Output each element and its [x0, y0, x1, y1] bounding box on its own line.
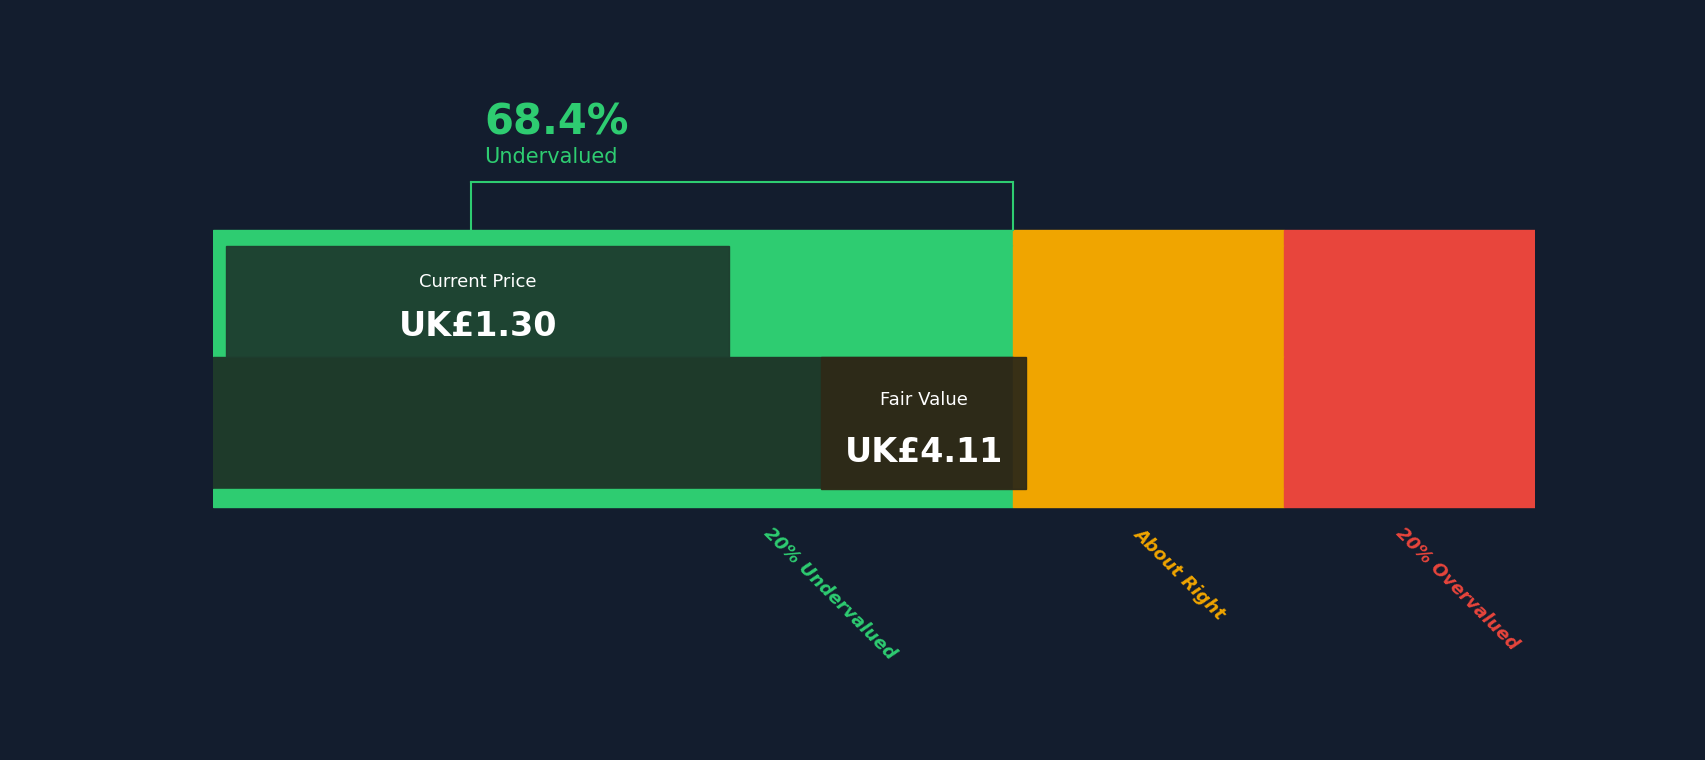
Bar	[1284, 489, 1534, 507]
Text: 68.4%: 68.4%	[484, 102, 629, 144]
Text: Undervalued: Undervalued	[484, 147, 617, 167]
Text: UK£1.30: UK£1.30	[399, 310, 556, 343]
Bar	[1013, 489, 1284, 507]
Text: UK£4.11: UK£4.11	[844, 435, 1003, 469]
Bar	[227, 246, 728, 357]
Bar	[1284, 357, 1534, 489]
Bar	[213, 489, 1013, 507]
Text: 20% Undervalued: 20% Undervalued	[760, 524, 899, 663]
Bar	[213, 246, 1013, 357]
Bar	[1013, 357, 1284, 489]
Bar	[213, 230, 1013, 246]
Bar	[1013, 230, 1284, 246]
Text: About Right: About Right	[1130, 524, 1228, 622]
Bar	[822, 357, 1026, 489]
Bar	[213, 357, 1013, 489]
Text: 20% Overvalued: 20% Overvalued	[1391, 524, 1521, 654]
Bar	[1284, 246, 1534, 357]
Text: Current Price: Current Price	[419, 273, 535, 291]
Bar	[1013, 246, 1284, 357]
Text: Fair Value: Fair Value	[880, 391, 967, 409]
Bar	[1284, 230, 1534, 246]
